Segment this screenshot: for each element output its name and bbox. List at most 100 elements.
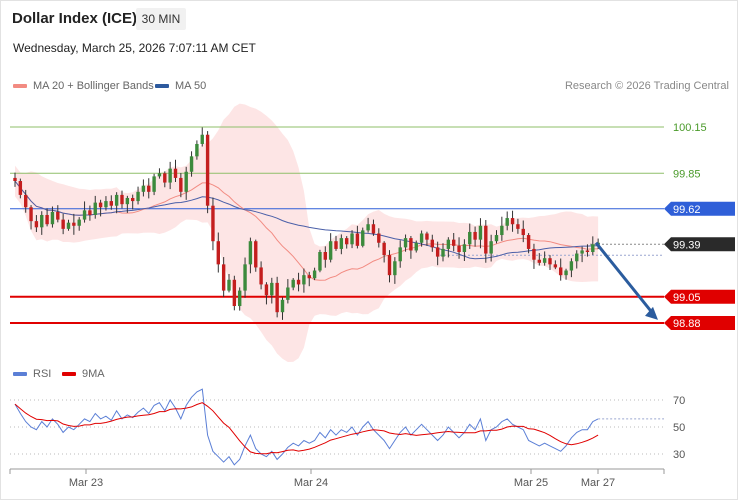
candle-body <box>238 290 242 307</box>
candle-body <box>109 201 113 206</box>
candle-body <box>312 270 317 279</box>
candle-body <box>323 252 327 260</box>
candle-body <box>50 211 55 225</box>
candle-body <box>93 202 97 215</box>
candle-body <box>585 250 590 253</box>
candle-body <box>264 284 269 296</box>
candle-body <box>211 205 215 242</box>
candle-body <box>548 258 552 265</box>
candle-body <box>259 267 263 285</box>
candle-body <box>40 214 44 228</box>
candle-body <box>72 222 76 226</box>
last-price-tag <box>664 237 735 252</box>
candle-body <box>114 194 119 206</box>
candle-body <box>168 168 172 183</box>
candle-body <box>328 241 333 260</box>
candle-body <box>398 247 402 262</box>
level-tag-99.62 <box>664 201 735 216</box>
candle-body <box>441 248 445 257</box>
candle-body <box>510 218 515 225</box>
legend-9ma-label: 9MA <box>82 368 105 380</box>
candle-body <box>13 177 17 182</box>
candle-body <box>195 143 199 157</box>
candle-body <box>163 173 167 183</box>
candle-body <box>307 275 311 279</box>
rsi-tick-70: 70 <box>673 395 685 407</box>
candle-body <box>141 185 146 192</box>
candle-body <box>88 210 92 215</box>
legend-rsi-label: RSI <box>33 368 52 380</box>
candle-body <box>339 238 344 249</box>
candle-body <box>216 241 220 265</box>
candle-body <box>377 233 381 243</box>
level-tag-99.05 <box>664 289 735 304</box>
candle-body <box>205 134 210 206</box>
candle-body <box>462 244 467 253</box>
candle-body <box>435 247 440 257</box>
candle-body <box>393 261 397 276</box>
legend-ma20: MA 20 + Bollinger Bands <box>13 80 154 92</box>
candle-body <box>318 252 322 271</box>
timeframe-badge[interactable]: 30 MIN <box>136 8 186 30</box>
level-label-99.62: 99.62 <box>673 204 701 216</box>
legend-rsi: RSI <box>13 368 51 380</box>
legend-ma50: MA 50 <box>155 80 206 92</box>
projection-arrow <box>594 241 656 316</box>
candle-body <box>473 231 477 240</box>
candle-body <box>200 134 204 144</box>
candle-body <box>302 275 306 285</box>
candle-body <box>98 202 103 208</box>
candle-body <box>189 156 194 172</box>
candle-body <box>275 282 279 313</box>
legend-ma50-label: MA 50 <box>175 80 207 92</box>
candle-body <box>500 225 504 236</box>
candle-body <box>152 176 156 192</box>
level-label-100.15: 100.15 <box>673 122 707 134</box>
candle-body <box>270 282 274 296</box>
candle-body <box>24 194 28 208</box>
legend-ma20-label: MA 20 + Bollinger Bands <box>33 80 154 92</box>
candle-body <box>478 225 483 240</box>
candle-body <box>382 242 386 256</box>
candle-body <box>559 267 563 276</box>
datetime-label: Wednesday, March 25, 2026 7:07:11 AM CET <box>13 41 256 55</box>
candle-body <box>387 255 392 276</box>
candle-body <box>104 201 108 208</box>
candle-body <box>286 287 290 300</box>
candle-body <box>334 241 338 249</box>
last-price-label: 99.39 <box>673 239 701 251</box>
rsi-line <box>14 388 599 466</box>
candle-body <box>125 197 130 205</box>
legend-ma20-swatch <box>13 84 27 88</box>
candle-body <box>179 177 183 192</box>
candle-body <box>409 238 413 251</box>
candle-body <box>29 207 33 222</box>
candle-body <box>419 233 424 243</box>
candle-body <box>484 225 488 254</box>
candle-body <box>575 253 579 262</box>
level-tag-98.88 <box>664 316 735 330</box>
candle-body <box>45 214 49 225</box>
legend-9ma-swatch <box>62 372 76 376</box>
legend-9ma: 9MA <box>62 368 105 380</box>
candle-body <box>221 264 226 291</box>
candles <box>13 127 600 320</box>
candle-body <box>537 259 541 263</box>
candle-body <box>227 279 231 291</box>
candle-body <box>147 185 151 192</box>
candle-body <box>505 218 509 226</box>
candle-body <box>430 239 434 248</box>
candle-body <box>56 211 60 220</box>
candle-body <box>136 191 140 202</box>
candle-body <box>157 173 162 177</box>
rsi-tick-50: 50 <box>673 422 685 434</box>
candle-body <box>120 194 124 205</box>
level-label-99.85: 99.85 <box>673 168 701 180</box>
candle-body <box>446 239 451 249</box>
candle-body <box>591 244 595 253</box>
rsi-tick-30: 30 <box>673 449 685 461</box>
rsi-9ma-line <box>14 402 599 455</box>
candle-body <box>350 233 354 245</box>
candle-body <box>243 264 247 291</box>
